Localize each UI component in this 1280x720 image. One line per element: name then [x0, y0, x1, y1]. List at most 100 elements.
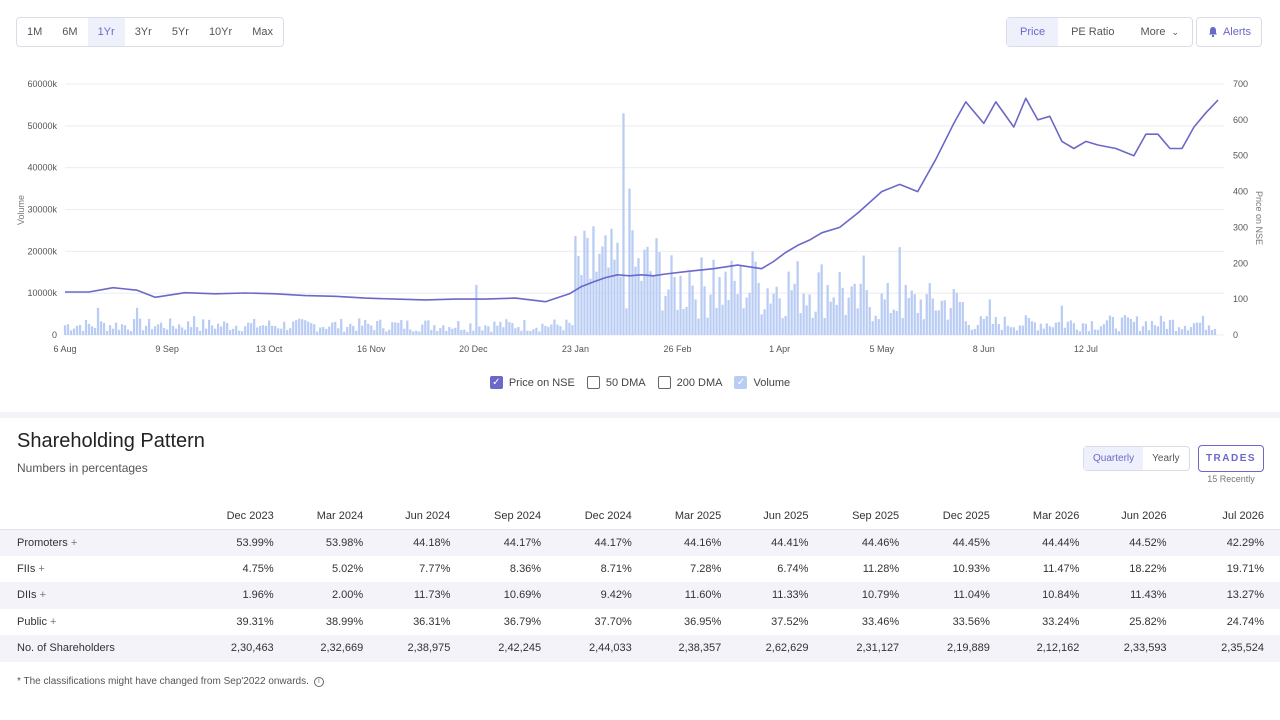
- table-cell: 42.29%: [1166, 529, 1280, 556]
- range-tab-1m[interactable]: 1M: [27, 26, 43, 38]
- volume-bar: [102, 322, 106, 335]
- legend-item-200-dma[interactable]: 200 DMA: [657, 376, 723, 389]
- volume-bar: [1186, 330, 1190, 335]
- table-row[interactable]: Public +39.31% 38.99% 36.31% 36.79% 37.70% 36…: [0, 608, 1280, 635]
- volume-bar: [268, 320, 271, 335]
- more-dropdown[interactable]: More ⌄: [1127, 18, 1192, 46]
- range-tab-6m[interactable]: 6M: [62, 26, 78, 38]
- volume-bar: [232, 328, 235, 335]
- volume-bar: [607, 267, 610, 335]
- legend-item-50-dma[interactable]: 50 DMA: [586, 376, 646, 389]
- y-right-tick: 600: [1233, 115, 1248, 125]
- x-tick: 9 Sep: [155, 344, 179, 354]
- volume-bar: [499, 321, 502, 335]
- toggle-quarterly[interactable]: Quarterly: [1084, 447, 1144, 470]
- volume-bar: [346, 326, 349, 335]
- volume-bar: [784, 315, 787, 335]
- volume-bar: [1126, 317, 1130, 335]
- volume-bar: [1078, 331, 1082, 335]
- table-row[interactable]: DIIs +1.96% 2.00% 11.73% 10.69% 9.42% 11.60% 1…: [0, 582, 1280, 609]
- volume-bar: [982, 318, 985, 335]
- volume-bar: [391, 322, 394, 335]
- volume-bar: [619, 276, 622, 335]
- volume-bar: [718, 277, 721, 335]
- legend-checkbox[interactable]: ✓: [734, 376, 748, 389]
- row-label: No. of Shareholders: [0, 635, 183, 662]
- volume-bar: [226, 322, 229, 335]
- volume-bar: [772, 293, 775, 335]
- volume-bar: [1054, 322, 1057, 335]
- volume-bar: [436, 331, 439, 335]
- volume-bar: [679, 275, 682, 335]
- volume-bar: [135, 307, 139, 335]
- volume-bar: [565, 319, 568, 335]
- volume-bar: [69, 330, 73, 335]
- x-tick: 6 Aug: [53, 344, 76, 354]
- table-row[interactable]: FIIs +4.75% 5.02% 7.77% 8.36% 8.71% 7.28% 6.74…: [0, 555, 1280, 582]
- price-chart-panel: [0, 0, 1280, 412]
- volume-bar: [865, 290, 868, 335]
- volume-bar: [841, 287, 844, 335]
- volume-bar: [745, 297, 748, 335]
- table-cell: 11.73%: [363, 582, 451, 609]
- trades-button[interactable]: TRADES: [1198, 445, 1264, 472]
- range-tab-max[interactable]: Max: [252, 26, 273, 38]
- volume-bar: [1168, 320, 1172, 335]
- volume-bar: [204, 328, 208, 335]
- volume-bar: [1087, 331, 1091, 335]
- volume-bar: [739, 265, 742, 335]
- table-cell: 2,35,524: [1166, 635, 1280, 662]
- volume-bar: [1159, 315, 1163, 335]
- price-volume-chart[interactable]: 0 10000k 20000k 30000k 40000k 50000k 60000k 0 10…: [0, 60, 1280, 360]
- volume-bar: [1144, 321, 1148, 335]
- volume-bar: [997, 324, 1000, 335]
- column-header: Mar 2025: [631, 503, 722, 530]
- y-left-tick: 20000k: [27, 246, 57, 256]
- volume-bar: [484, 325, 487, 335]
- volume-bar: [1138, 330, 1142, 335]
- volume-bar: [511, 323, 514, 335]
- volume-bar: [952, 289, 955, 335]
- legend-checkbox[interactable]: ✓: [489, 376, 503, 389]
- table-cell: 44.44%: [989, 529, 1080, 556]
- volume-bar: [760, 314, 763, 335]
- volume-bar: [1195, 322, 1199, 335]
- volume-bar: [1027, 317, 1030, 335]
- volume-bar: [904, 284, 907, 335]
- volume-bar: [568, 322, 571, 335]
- volume-bar: [685, 306, 688, 335]
- volume-bar: [931, 298, 934, 335]
- table-cell: 44.17%: [541, 529, 632, 556]
- volume-bar: [502, 327, 505, 335]
- expand-plus-icon[interactable]: +: [38, 562, 45, 575]
- toggle-yearly[interactable]: Yearly: [1152, 453, 1180, 464]
- volume-bar: [688, 272, 691, 335]
- legend-checkbox[interactable]: [657, 376, 671, 389]
- expand-plus-icon[interactable]: +: [50, 615, 57, 628]
- legend-item-volume[interactable]: ✓ Volume: [734, 376, 790, 389]
- alerts-button[interactable]: Alerts: [1196, 17, 1262, 47]
- volume-bar: [1066, 321, 1069, 335]
- tab-price[interactable]: Price: [1007, 18, 1059, 46]
- legend-label: Price on NSE: [508, 376, 575, 389]
- legend-label: 200 DMA: [676, 376, 723, 389]
- info-icon[interactable]: i: [313, 676, 324, 687]
- legend-item-price-on-nse[interactable]: ✓ Price on NSE: [489, 376, 575, 389]
- range-tab-10yr[interactable]: 10Yr: [208, 26, 233, 38]
- volume-bar: [916, 312, 919, 335]
- volume-bar: [373, 330, 376, 335]
- volume-bar: [90, 326, 94, 335]
- volume-bar: [147, 318, 151, 335]
- table-cell: 11.33%: [721, 582, 809, 609]
- legend-checkbox[interactable]: [586, 376, 600, 389]
- volume-bar: [247, 322, 250, 335]
- volume-bar: [670, 255, 673, 335]
- volume-bar: [1063, 327, 1066, 335]
- tab-pe-ratio[interactable]: PE Ratio: [1071, 26, 1115, 38]
- table-row[interactable]: Promoters +53.99% 53.98% 44.18% 44.17% 44.17…: [0, 529, 1280, 556]
- range-tab-1yr[interactable]: 1Yr: [87, 18, 125, 46]
- expand-plus-icon[interactable]: +: [70, 536, 78, 549]
- range-tab-5yr[interactable]: 5Yr: [171, 26, 189, 38]
- expand-plus-icon[interactable]: +: [39, 589, 47, 602]
- range-tab-3yr[interactable]: 3Yr: [134, 26, 152, 38]
